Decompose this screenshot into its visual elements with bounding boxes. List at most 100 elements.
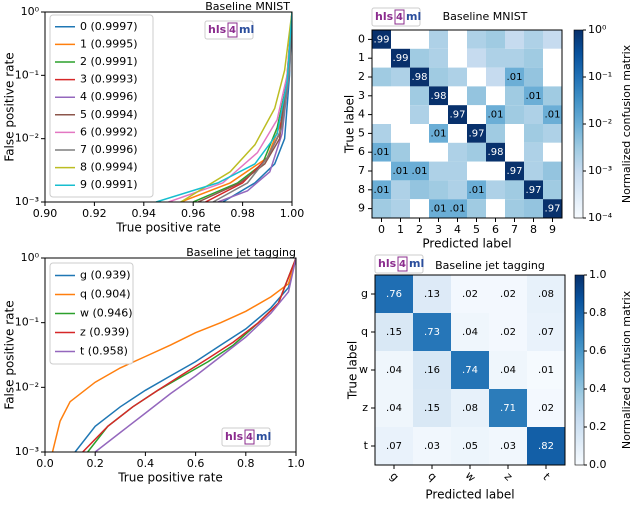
heatmap-cell bbox=[505, 30, 524, 49]
colorbar-tick-label: 0.8 bbox=[589, 306, 607, 319]
colorbar bbox=[573, 29, 584, 219]
colorbar-label: Normalized confusion matrix bbox=[620, 290, 633, 449]
y-tick-label: 10⁻³ bbox=[15, 195, 39, 208]
heatmap-cell bbox=[429, 30, 448, 49]
cell-label: .02 bbox=[500, 327, 516, 338]
x-tick-label: 0 bbox=[378, 223, 385, 236]
heatmap-cell bbox=[505, 180, 524, 200]
heatmap-cell bbox=[375, 389, 413, 427]
x-tick-label: w bbox=[463, 469, 479, 485]
x-tick-label: q bbox=[425, 470, 439, 484]
heatmap-cell bbox=[486, 180, 505, 200]
heatmap-cell bbox=[543, 161, 562, 181]
heatmap-cell bbox=[527, 389, 565, 427]
cell-label: .74 bbox=[462, 365, 478, 376]
chart-title: Baseline jet tagging bbox=[435, 259, 545, 272]
heatmap-cell bbox=[372, 142, 391, 162]
colorbar bbox=[574, 274, 585, 466]
x-tick-label: 1.00 bbox=[280, 207, 305, 220]
chart-title: Baseline MNIST bbox=[205, 0, 290, 13]
heatmap-cell bbox=[524, 48, 543, 68]
cell-label: .03 bbox=[424, 441, 440, 452]
colorbar-tick-label: 0.6 bbox=[589, 344, 607, 357]
legend-label: 1 (0.9995) bbox=[80, 37, 138, 50]
heatmap-cell bbox=[543, 48, 562, 68]
x-tick-label: 0.8 bbox=[237, 457, 255, 470]
heatmap-cell bbox=[372, 105, 391, 124]
heatmap-cell bbox=[410, 199, 429, 218]
cell-label: .15 bbox=[386, 327, 402, 338]
roc-curve bbox=[212, 12, 292, 202]
cell-label: .01 bbox=[431, 128, 447, 139]
heatmap-cell bbox=[467, 48, 486, 68]
axes-frame bbox=[44, 257, 297, 453]
cell-label: .04 bbox=[462, 327, 478, 338]
colorbar-tick-label: 0.2 bbox=[589, 420, 607, 433]
cell-label: .01 bbox=[393, 166, 409, 177]
heatmap-cell bbox=[489, 313, 527, 351]
logo-text: ml bbox=[239, 23, 254, 36]
heatmap-cell bbox=[451, 313, 489, 351]
logo-text: hls bbox=[225, 430, 244, 443]
x-axis-label: Predicted label bbox=[422, 237, 511, 251]
heatmap-cell bbox=[410, 105, 429, 124]
legend-label: z (0.939) bbox=[80, 326, 129, 339]
logo-text: 4 bbox=[229, 25, 236, 36]
y-axis-label: True label bbox=[343, 95, 357, 154]
y-tick-label: g bbox=[361, 287, 368, 300]
heatmap-cell bbox=[486, 161, 505, 181]
cell-label: .08 bbox=[538, 289, 554, 300]
y-tick-label: 7 bbox=[358, 164, 365, 177]
heatmap-cell bbox=[429, 67, 448, 87]
heatmap-cell bbox=[467, 105, 486, 124]
cell-label: .97 bbox=[545, 204, 561, 215]
logo-box bbox=[227, 22, 238, 38]
cell-label: .02 bbox=[462, 289, 478, 300]
cell-label: .98 bbox=[412, 72, 428, 83]
cell-label: .01 bbox=[507, 72, 523, 83]
roc-curve bbox=[94, 258, 296, 452]
x-tick-label: 0.2 bbox=[86, 457, 104, 470]
x-tick-label: 8 bbox=[530, 223, 537, 236]
y-tick-label: 9 bbox=[358, 202, 365, 215]
heatmap-cell bbox=[467, 86, 486, 106]
chart-title: Baseline MNIST bbox=[443, 10, 528, 23]
colorbar-tick-label: 0.0 bbox=[589, 458, 607, 471]
heatmap-cell bbox=[372, 124, 391, 143]
heatmap-cell bbox=[410, 142, 429, 162]
y-tick-label: 1 bbox=[358, 51, 365, 64]
logo-box bbox=[394, 9, 405, 25]
x-tick-label: g bbox=[387, 470, 401, 484]
cell-label: .97 bbox=[450, 110, 466, 121]
heatmap-cell bbox=[467, 142, 486, 162]
heatmap-cell bbox=[505, 67, 524, 87]
heatmap-cell bbox=[391, 180, 410, 200]
x-tick-label: 2 bbox=[416, 223, 423, 236]
x-tick-label: 4 bbox=[454, 223, 461, 236]
cell-label: .07 bbox=[386, 441, 402, 452]
heatmap-cell bbox=[524, 199, 543, 218]
cell-label: .02 bbox=[538, 403, 554, 414]
cell-label: .82 bbox=[538, 441, 554, 452]
heatmap-cell bbox=[391, 199, 410, 218]
cell-label: .97 bbox=[526, 185, 542, 196]
heatmap-cell bbox=[505, 142, 524, 162]
y-axis-label: True label bbox=[346, 341, 360, 400]
roc-curve bbox=[168, 12, 292, 202]
y-tick-label: 10⁻² bbox=[15, 132, 39, 145]
x-tick-label: 0.4 bbox=[137, 457, 155, 470]
heatmap-cell bbox=[413, 389, 451, 427]
cell-label: .01 bbox=[450, 204, 466, 215]
heatmap-cell bbox=[527, 275, 565, 313]
heatmap-cell bbox=[448, 180, 467, 200]
cell-label: .73 bbox=[424, 327, 440, 338]
heatmap-cell bbox=[543, 124, 562, 143]
x-tick-label: 3 bbox=[435, 223, 442, 236]
cell-label: .01 bbox=[488, 110, 504, 121]
x-tick-label: 9 bbox=[549, 223, 556, 236]
logo-box bbox=[244, 429, 255, 445]
heatmap-cell bbox=[448, 124, 467, 143]
legend-label: q (0.904) bbox=[80, 288, 131, 301]
y-tick-label: 8 bbox=[358, 183, 365, 196]
heatmap-cell bbox=[543, 105, 562, 124]
